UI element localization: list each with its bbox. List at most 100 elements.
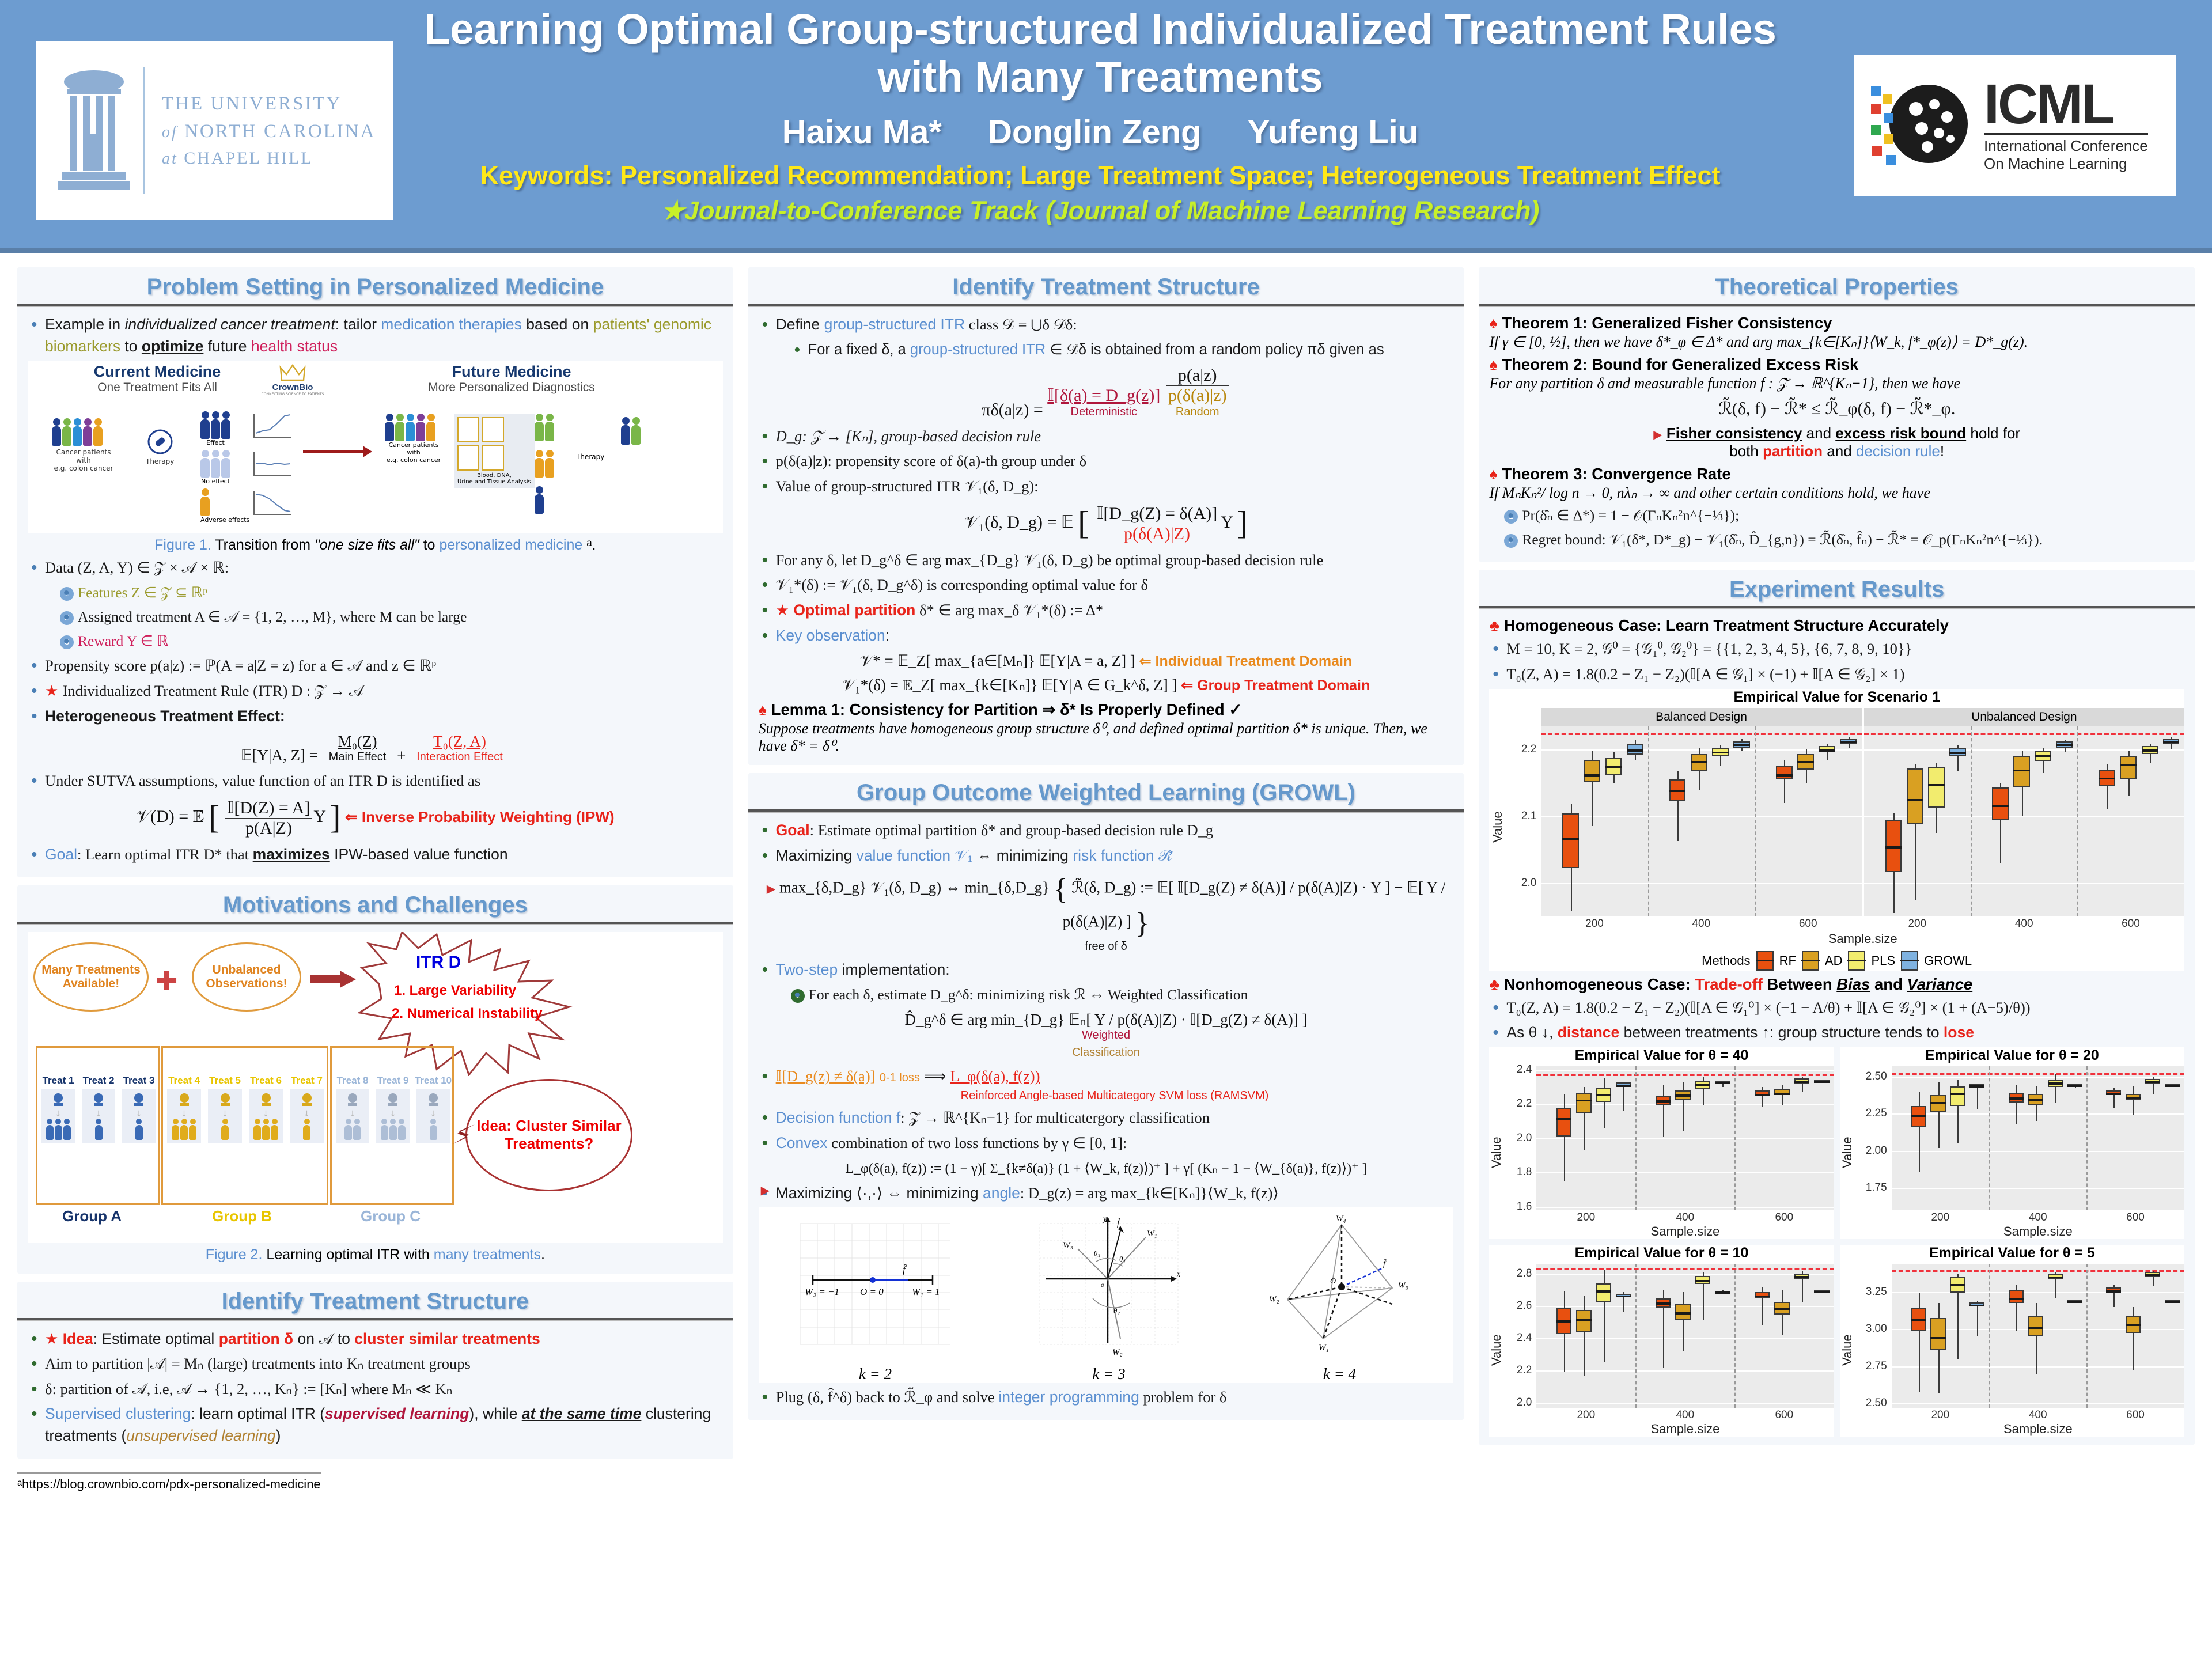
- legend-title: Methods: [1702, 953, 1751, 968]
- boxplot-whisker: [1918, 1091, 1920, 1172]
- bullet-itr: ★ Individualized Treatment Rule (ITR) D …: [28, 679, 723, 703]
- boxplot-median: [1615, 1295, 1631, 1298]
- gridline: [1863, 749, 2185, 751]
- boxplot-median: [1906, 798, 1923, 801]
- bullet-dg: D_g: 𝒵 → [Kₙ], group-based decision rule: [759, 425, 1454, 449]
- boxplot-whisker: [2113, 1088, 2115, 1108]
- chart-0-facet-2: Unbalanced Design: [1863, 707, 2185, 726]
- chart-3-ylabel: Value: [1489, 1334, 1504, 1366]
- gridline: [1863, 816, 2185, 817]
- theorem-3-title: ♠ Theorem 3: Convergence Rate: [1489, 465, 1731, 483]
- author-2: Donglin Zeng: [988, 113, 1202, 151]
- boxplot-whisker: [1977, 1083, 1979, 1109]
- gridline: [1536, 1273, 1834, 1275]
- y-axis-tick: 2.0: [1521, 876, 1537, 889]
- icml-name: ICML: [1984, 73, 2115, 136]
- boxplot-whisker: [1784, 759, 1786, 803]
- boxplot-whisker: [1564, 1093, 1566, 1181]
- svg-text:x: x: [1176, 1270, 1181, 1279]
- boxplot-whisker: [2035, 1303, 2037, 1374]
- boxplot-median: [1675, 1094, 1691, 1097]
- boxplot-median: [2067, 1301, 2082, 1303]
- fig1-patient-crowd-left: Cancer patients with e.g. colon cancer: [52, 418, 115, 472]
- svg-text:O = 0: O = 0: [860, 1286, 884, 1297]
- panel-separator: [1755, 726, 1756, 916]
- boxplot-whisker: [2016, 1085, 2017, 1124]
- boxplot-median: [1840, 741, 1857, 743]
- chart-theta-5: Empirical Value for θ = 5 Value 2.50 2.75…: [1839, 1244, 2185, 1437]
- chart-2-xaxis: 200 400 600: [1892, 1210, 2184, 1224]
- boxplot-median: [1776, 774, 1793, 777]
- boxplot-box: [2126, 1093, 2141, 1100]
- svg-text:o: o: [1101, 1281, 1104, 1289]
- old-well-icon: [51, 65, 137, 197]
- chart-4-xaxis: 200 400 600: [1892, 1408, 2184, 1422]
- boxplot-median: [1626, 749, 1643, 752]
- gridline: [1541, 749, 1862, 751]
- legend-key-pls: [1847, 950, 1866, 971]
- bullet-cancer-example: Example in individualized cancer treatme…: [28, 313, 723, 357]
- boxplot-median: [1774, 1308, 1790, 1310]
- bullet-goal: Goal: Learn optimal ITR D* that maximize…: [28, 843, 723, 867]
- bullet-growl-maximizing: Maximizing value function 𝒱₁ ⇔ minimizin…: [759, 844, 1454, 868]
- panel-separator: [1635, 1066, 1637, 1210]
- theorem-1-title: ♠ Theorem 1: Generalized Fisher Consiste…: [1489, 314, 1832, 332]
- nonhomogeneous-case-header: ♣ Nonhomogeneous Case: Trade-off Between…: [1489, 975, 1973, 993]
- boxplot-median: [1714, 1291, 1730, 1294]
- boxplot-box: [1906, 768, 1923, 824]
- y-axis-tick: 2.4: [1516, 1332, 1532, 1344]
- gridline: [1891, 1076, 2185, 1078]
- y-axis-tick: 2.2: [1516, 1097, 1532, 1110]
- angle-fig-k2: f̂ W₂ = −1 O = 0 W₁ = 1 k = 2: [789, 1212, 961, 1383]
- boxplot-median: [1714, 1082, 1730, 1084]
- author-3: Yufeng Liu: [1247, 113, 1419, 151]
- boxplot-median: [1669, 790, 1686, 793]
- icml-logo: ICML International Conference On Machine…: [1854, 55, 2176, 196]
- group-c-label: Group C: [361, 1207, 421, 1225]
- y-axis-tick: 2.25: [1865, 1107, 1887, 1120]
- boxplot-whisker: [1918, 1293, 1920, 1392]
- boxplot-whisker: [2016, 1284, 2017, 1331]
- icml-sub2: On Machine Learning: [1984, 154, 2127, 172]
- section-title-experiments: Experiment Results: [1729, 577, 1945, 603]
- section-divider: [17, 1317, 733, 1321]
- theorem-2-equation: ℛ̃(δ, f) − ℛ̃* ≤ ℛ̃_φ(δ, f) − ℛ̃*_φ.: [1718, 399, 1956, 418]
- boxplot-median: [1927, 784, 1945, 786]
- section-problem-setting: Problem Setting in Personalized Medicine…: [17, 267, 733, 877]
- panel-separator: [1989, 1066, 1990, 1210]
- x-axis-tick: 200: [1931, 1211, 1950, 1224]
- section-identify-structure-mid: Identify Treatment Structure Define grou…: [748, 267, 1464, 766]
- equation-keyobs-group: 𝒱₁*(δ) = 𝔼_Z[ max_{k∈[Kₙ]} 𝔼[Y|A ∈ G_k^δ…: [842, 676, 1370, 694]
- boxplot-median: [2106, 1093, 2122, 1095]
- equation-keyobs-individual: 𝒱* = 𝔼_Z[ max_{a∈[Mₙ]} 𝔼[Y|A = a, Z] ] ⇐…: [859, 652, 1353, 670]
- boxplot-median: [1813, 1081, 1830, 1083]
- x-axis-tick: 200: [1585, 917, 1604, 930]
- boxplot-box: [1776, 766, 1793, 780]
- panel-separator: [1734, 1263, 1736, 1408]
- boxplot-median: [1596, 1290, 1612, 1293]
- keywords-line: Keywords: Personalized Recommendation; L…: [480, 160, 1721, 190]
- gridline: [1536, 1403, 1834, 1404]
- lightning-icon: [448, 1122, 476, 1147]
- section-divider: [1479, 304, 2195, 307]
- fig1-spark-effect: [253, 414, 291, 438]
- bullet-delta-partition: δ: partition of 𝒜, i.e, 𝒜 → {1, 2, …, Kₙ…: [28, 1377, 723, 1402]
- gridline: [1536, 1138, 1834, 1139]
- section-title-growl: Group Outcome Weighted Learning (GROWL): [857, 780, 1355, 806]
- theorem-1-body: If γ ∈ [0, ½], then we have δ*_φ ∈ Δ* an…: [1489, 334, 2028, 350]
- bullet-nonhomo-t0: T₀(Z, A) = 1.8(0.2 − Z₁ − Z₂)(𝕀[A ∈ 𝒢₁⁰]…: [1489, 996, 2184, 1020]
- fig1-outcome-effect: Effect: [200, 411, 230, 446]
- panel-separator: [1989, 1263, 1990, 1408]
- y-axis-tick: 1.8: [1516, 1166, 1532, 1179]
- y-axis-tick: 2.8: [1516, 1267, 1532, 1279]
- fig1-patient-crowd-right: Cancer patients with e.g. colon cancer: [385, 414, 442, 464]
- gridline: [1891, 1150, 2185, 1152]
- star-icon: ★: [45, 682, 59, 700]
- boxplot-whisker: [2055, 1074, 2056, 1104]
- boxplot-median: [1655, 1100, 1671, 1103]
- fig1-strata-3: [535, 486, 544, 514]
- gridline: [1536, 1370, 1834, 1372]
